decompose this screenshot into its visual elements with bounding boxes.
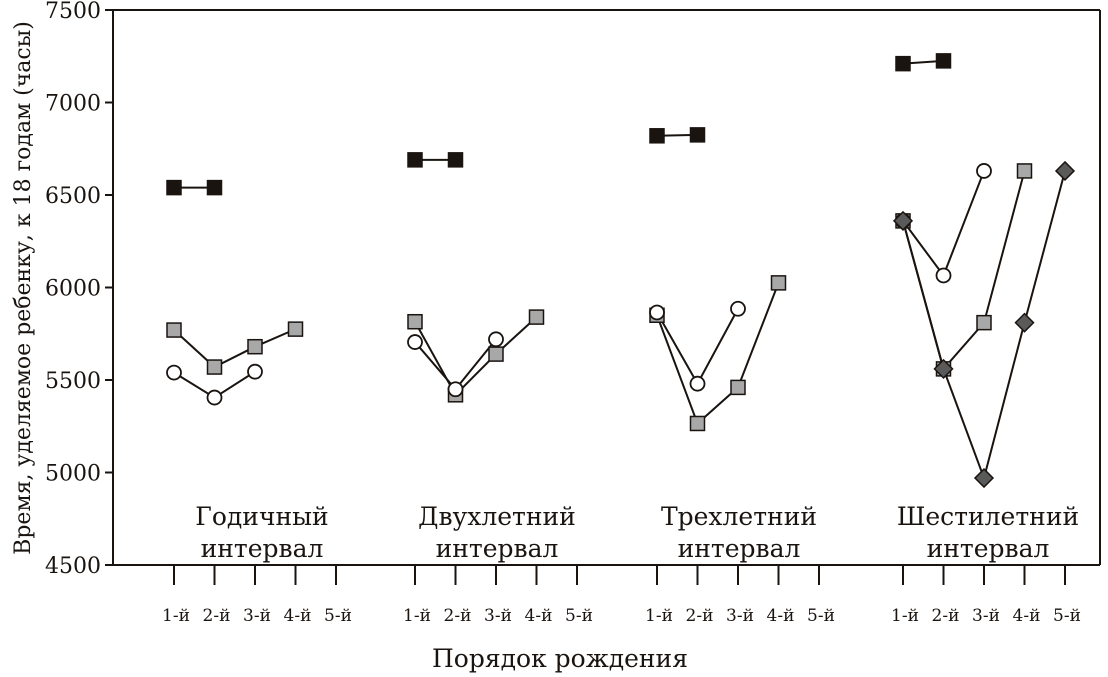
y-tick-label-5500: 5500 xyxy=(45,369,101,394)
group-label-line2: интервал xyxy=(678,534,801,563)
series-line-square-gray xyxy=(656,282,780,426)
data-point-white-circle xyxy=(976,163,992,179)
x-category-label: 1-й xyxy=(162,606,190,626)
y-axis-label: Время, уделяемое ребенку, к 18 годам (ча… xyxy=(11,21,36,555)
data-point-white-circle xyxy=(247,363,263,380)
data-point-dark-diamond xyxy=(973,467,995,489)
series-line-square-gray xyxy=(173,328,296,369)
x-axis-category-labels: 1-й 2-й 3-й 4-й 5-й 1-й 2-й 3-й 4-й 5-й 1-й 2-й 3-й 4… xyxy=(162,565,1081,626)
data-point-gray-square xyxy=(488,346,504,362)
data-point-gray-square xyxy=(770,275,787,291)
data-point-gray-square xyxy=(689,415,706,432)
x-category-label: 3-й xyxy=(243,606,271,626)
x-category-label: 3-й xyxy=(972,606,1000,626)
group-1: Годичный интервал xyxy=(166,179,329,563)
data-point-black-square xyxy=(447,152,464,168)
data-point-black-square xyxy=(935,53,952,69)
data-point-white-circle xyxy=(206,389,223,406)
data-point-gray-square xyxy=(287,321,304,337)
y-tick-label-6500: 6500 xyxy=(45,184,101,209)
x-category-label: 3-й xyxy=(726,606,754,626)
y-tick-label-7000: 7000 xyxy=(45,92,101,117)
group-label-line2: интервал xyxy=(436,534,559,563)
group-label-line2: интервал xyxy=(201,534,324,563)
data-point-black-square xyxy=(206,179,223,196)
group-label-line1: Годичный xyxy=(195,502,328,531)
x-category-label: 1-й xyxy=(645,606,673,626)
group-4: Шестилетний интервал xyxy=(892,53,1079,563)
group-3: Трехлетний интервал xyxy=(649,127,817,563)
data-point-white-circle xyxy=(649,304,665,321)
group-label-line2: интервал xyxy=(927,534,1050,563)
x-category-label: 4-й xyxy=(1013,606,1041,626)
data-point-dark-diamond xyxy=(933,358,954,379)
data-point-dark-diamond xyxy=(1054,160,1076,182)
x-category-label: 4-й xyxy=(284,606,312,626)
data-point-black-square xyxy=(689,127,706,143)
data-point-dark-diamond xyxy=(892,210,914,231)
x-category-label: 5-й xyxy=(565,606,593,626)
x-category-label: 5-й xyxy=(1053,606,1081,626)
data-point-gray-square xyxy=(206,359,223,375)
group-label-line1: Двухлетний xyxy=(418,502,576,531)
data-point-gray-square xyxy=(976,314,992,331)
x-category-label: 4-й xyxy=(767,606,795,626)
x-category-label: 2-й xyxy=(686,606,714,626)
data-point-black-square xyxy=(407,152,423,168)
plot-frame xyxy=(112,9,1101,566)
x-category-label: 4-й xyxy=(525,606,553,626)
x-axis-label: Порядок рождения xyxy=(432,644,688,673)
data-point-dark-diamond xyxy=(1014,312,1035,333)
data-point-black-square xyxy=(895,55,911,72)
series-line-square-gray xyxy=(902,170,1026,371)
group-label-line1: Трехлетний xyxy=(661,502,817,531)
data-point-gray-square xyxy=(730,379,746,396)
data-point-black-square xyxy=(649,128,665,144)
group-label-line1: Шестилетний xyxy=(897,502,1079,531)
series-line-circle-white xyxy=(902,170,985,278)
interval-groups: ГодичныйинтервалДвухлетнийинтервалТрехле… xyxy=(166,53,1079,563)
data-point-white-circle xyxy=(488,331,504,348)
y-axis-ticks: 7500 7000 6500 6000 5500 5000 4500 xyxy=(45,0,113,579)
x-category-label: 2-й xyxy=(203,606,231,626)
data-point-white-circle xyxy=(689,375,706,392)
data-point-white-circle xyxy=(407,334,423,350)
x-category-label: 2-й xyxy=(932,606,960,626)
y-tick-label-4500: 4500 xyxy=(45,554,101,579)
data-point-white-circle xyxy=(447,381,464,398)
series-line-square-gray xyxy=(414,316,538,397)
y-tick-label-7500: 7500 xyxy=(45,0,101,24)
x-category-label: 5-й xyxy=(324,606,352,626)
data-point-gray-square xyxy=(1016,163,1033,179)
data-point-gray-square xyxy=(528,309,545,325)
y-tick-label-5000: 5000 xyxy=(45,462,101,487)
data-point-gray-square xyxy=(407,313,423,330)
data-point-gray-square xyxy=(166,322,182,338)
x-category-label: 1-й xyxy=(403,606,431,626)
data-point-white-circle xyxy=(166,364,182,381)
data-point-white-circle xyxy=(935,267,952,284)
x-category-label: 2-й xyxy=(444,606,472,626)
x-category-label: 5-й xyxy=(807,606,835,626)
data-point-black-square xyxy=(166,179,182,196)
x-category-label: 1-й xyxy=(891,606,919,626)
x-category-label: 3-й xyxy=(484,606,512,626)
data-point-gray-square xyxy=(247,338,263,355)
y-tick-label-6000: 6000 xyxy=(45,277,101,302)
group-2: Двухлетний интервал xyxy=(407,152,576,563)
data-point-white-circle xyxy=(730,300,746,317)
